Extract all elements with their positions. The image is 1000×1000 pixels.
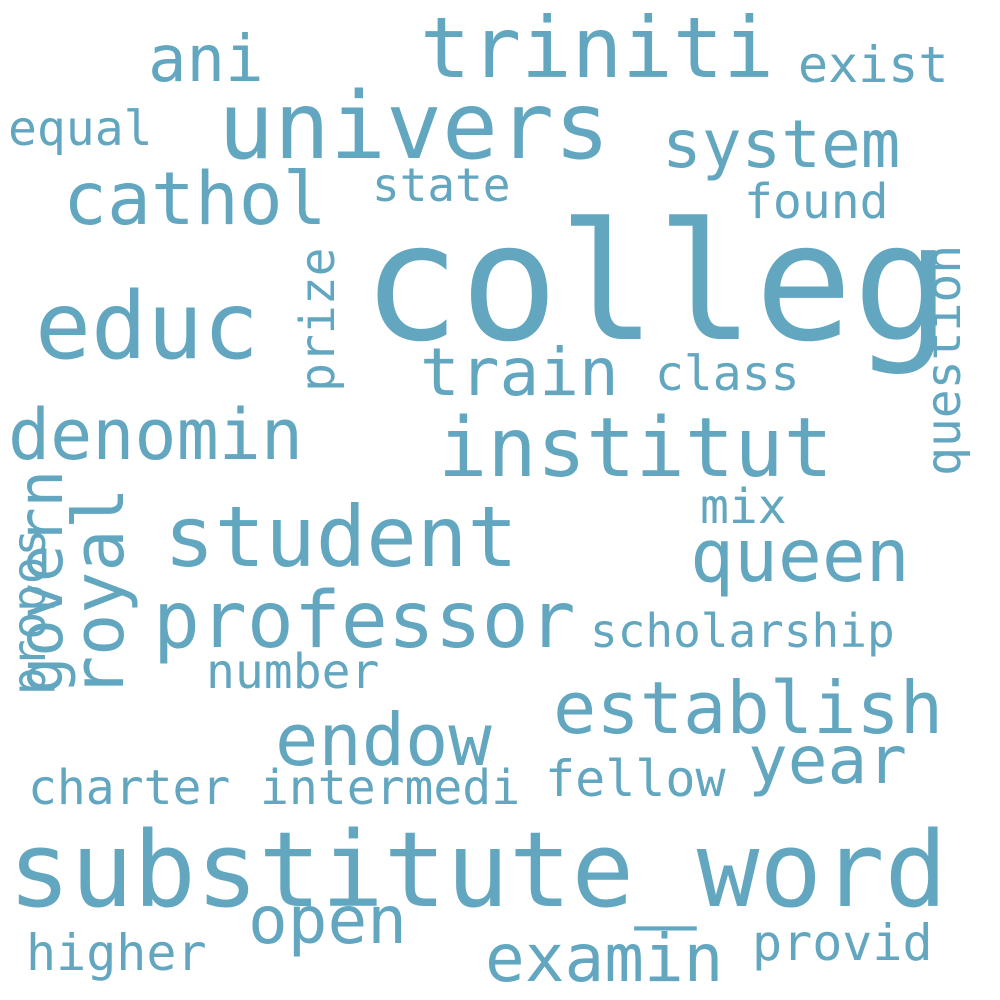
word-substitute-word: substitute_word [8, 809, 948, 931]
word-examin: examin [485, 920, 724, 997]
word-propos: propos [2, 528, 56, 695]
word-mix: mix [700, 479, 787, 535]
word-student: student [164, 488, 519, 586]
word-cathol: cathol [63, 157, 327, 242]
word-year: year [748, 722, 907, 799]
word-endow: endow [275, 698, 492, 782]
word-fellow: fellow [545, 750, 726, 808]
word-institut: institut [438, 401, 833, 496]
word-denomin: denomin [8, 394, 304, 476]
word-prize: prize [290, 247, 346, 393]
word-open: open [248, 882, 407, 959]
word-establish: establish [553, 666, 944, 750]
word-colleg: colleg [362, 189, 951, 378]
word-higher: higher [26, 924, 207, 982]
word-triniti: triniti [420, 0, 775, 97]
word-charter: charter [28, 760, 231, 816]
word-train: train [420, 334, 619, 411]
word-ani: ani [148, 23, 264, 97]
word-provid: provid [752, 914, 933, 972]
word-equal: equal [8, 101, 153, 157]
word-class: class [655, 346, 800, 402]
word-scholarship: scholarship [590, 604, 895, 658]
word-number: number [206, 644, 380, 700]
word-intermedi: intermedi [260, 760, 521, 816]
word-queen: queen [690, 514, 910, 599]
word-state: state [372, 158, 511, 212]
word-system: system [662, 106, 901, 183]
word-question: question [916, 244, 972, 476]
word-educ: educ [35, 272, 259, 380]
word-univers: univers [218, 72, 610, 180]
word-professor: professor [153, 576, 576, 666]
word-exist: exist [798, 36, 949, 94]
word-found: found [744, 174, 889, 230]
